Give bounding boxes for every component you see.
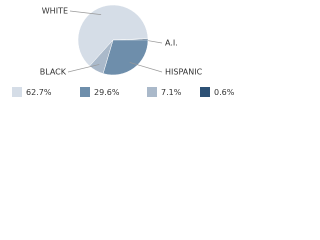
legend-label: 62.7%: [26, 88, 52, 97]
legend-swatch: [80, 87, 90, 97]
slice-label: WHITE: [42, 7, 68, 16]
pie-slice: [102, 39, 149, 76]
slice-label: HISPANIC: [165, 68, 203, 77]
legend-label: 0.6%: [214, 88, 235, 97]
leader-line: [69, 10, 102, 15]
leader-line: [67, 64, 100, 73]
slice-label: A.I.: [165, 39, 178, 48]
chart: WHITE A.I. HISPANIC BLACK 62.7% 29.6% 7.1% 0.6%: [12, 4, 235, 97]
legend-swatch: [12, 87, 22, 97]
legend-swatch: [147, 87, 157, 97]
legend-swatch: [200, 87, 210, 97]
legend-label: 7.1%: [161, 88, 182, 97]
leader-line: [129, 62, 163, 73]
slice-label: BLACK: [40, 68, 67, 77]
pie-slice: [77, 4, 149, 67]
legend-label: 29.6%: [94, 88, 120, 97]
